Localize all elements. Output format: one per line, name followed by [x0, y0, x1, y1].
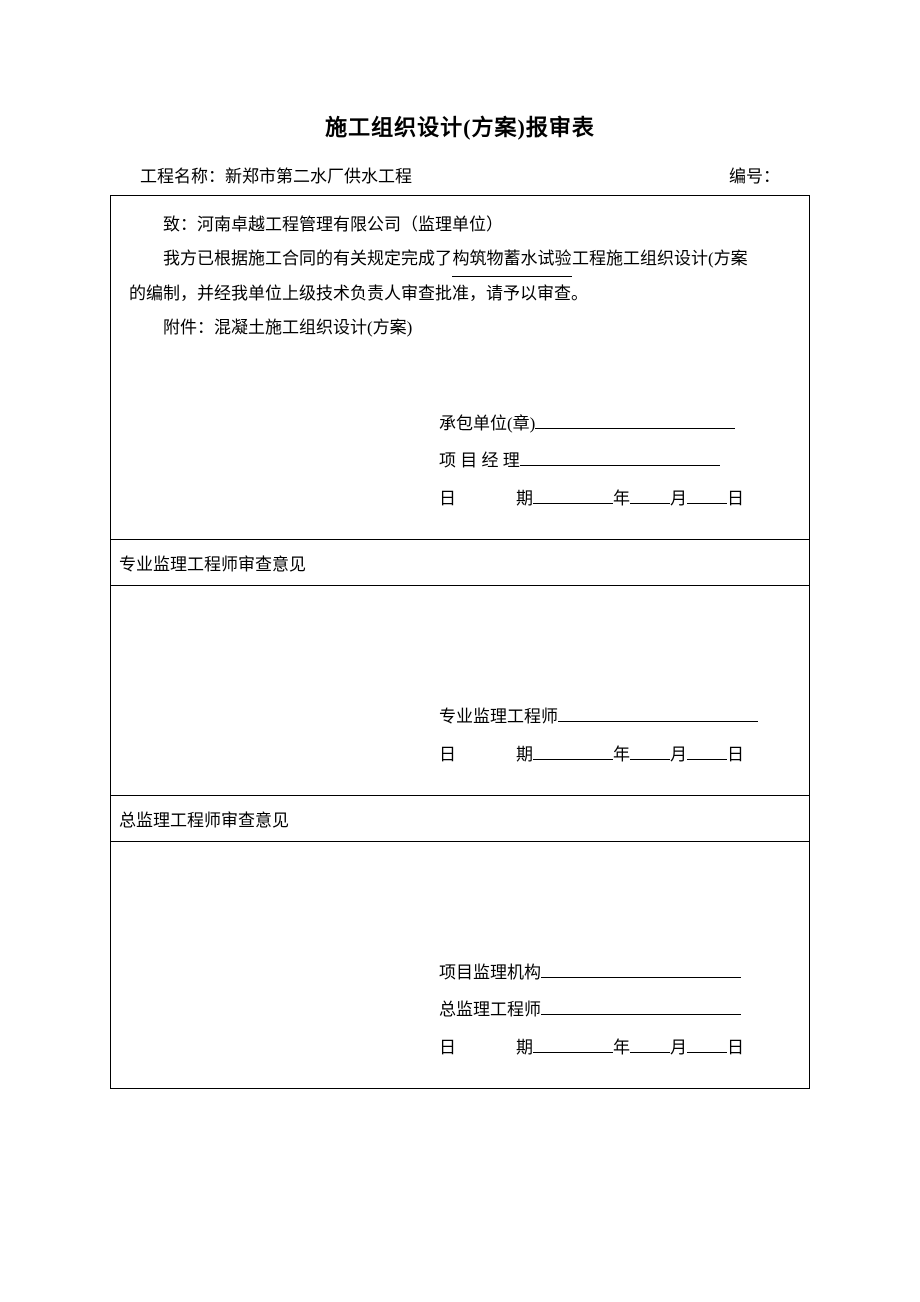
date-label2: 期	[516, 489, 533, 508]
month-label: 月	[670, 1038, 687, 1057]
header-row: 工程名称：新郑市第二水厂供水工程 编号：	[110, 162, 810, 195]
date-label: 日	[439, 1038, 456, 1057]
section1-row: 致：河南卓越工程管理有限公司（监理单位） 我方已根据施工合同的有关规定完成了 构…	[111, 196, 810, 540]
section2-header-row: 专业监理工程师审查意见	[111, 540, 810, 586]
body-suffix1: 工程施工组织设计(方案	[572, 249, 748, 268]
org-line: 项目监理机构	[439, 954, 791, 991]
manager-blank	[520, 465, 720, 466]
chief-label: 总监理工程师	[439, 991, 541, 1028]
manager-line: 项 目 经 理	[439, 442, 791, 479]
engineer-line: 专业监理工程师	[439, 698, 791, 735]
date-label2: 期	[516, 745, 533, 764]
to-line: 致：河南卓越工程管理有限公司（监理单位）	[129, 208, 791, 242]
org-label: 项目监理机构	[439, 954, 541, 991]
to-value: 河南卓越工程管理有限公司（监理单位）	[197, 215, 503, 234]
body-text2: 的编制，并经我单位上级技术负责人审查批准，请予以审查。	[129, 277, 791, 311]
year-blank	[533, 1052, 613, 1053]
manager-label: 项 目 经 理	[439, 442, 520, 479]
day-label: 日	[727, 745, 744, 764]
section2-header: 专业监理工程师审查意见	[111, 540, 809, 585]
date-label: 日	[439, 745, 456, 764]
day-blank	[687, 759, 727, 760]
section2-content: 专业监理工程师 日 期 年 月 日	[111, 586, 809, 795]
month-blank	[630, 1052, 670, 1053]
section2-sig-block: 专业监理工程师 日 期 年 月 日	[439, 698, 791, 773]
contractor-label: 承包单位(章)	[439, 405, 535, 442]
contractor-blank	[535, 428, 735, 429]
section2-body-row: 专业监理工程师 日 期 年 月 日	[111, 586, 810, 796]
section3-content: 项目监理机构 总监理工程师 日 期 年 月 日	[111, 842, 809, 1088]
body-prefix: 我方已根据施工合同的有关规定完成了	[163, 249, 452, 268]
date-line2: 日期年月日	[439, 736, 791, 773]
attachment-label: 附件：	[163, 318, 214, 337]
form-table: 致：河南卓越工程管理有限公司（监理单位） 我方已根据施工合同的有关规定完成了 构…	[110, 195, 810, 1089]
day-label: 日	[727, 1038, 744, 1057]
engineer-blank	[558, 721, 758, 722]
day-label: 日	[727, 489, 744, 508]
project-name: 工程名称：新郑市第二水厂供水工程	[140, 162, 412, 187]
project-value: 新郑市第二水厂供水工程	[225, 167, 412, 186]
chief-line: 总监理工程师	[439, 991, 791, 1028]
section3-body-row: 项目监理机构 总监理工程师 日 期 年 月 日	[111, 841, 810, 1088]
section3-header-row: 总监理工程师审查意见	[111, 795, 810, 841]
month-label: 月	[670, 745, 687, 764]
to-label: 致：	[163, 215, 197, 234]
day-blank	[687, 1052, 727, 1053]
project-label: 工程名称：	[140, 167, 225, 186]
section3-header: 总监理工程师审查意见	[111, 796, 809, 841]
day-blank	[687, 503, 727, 504]
month-blank	[630, 759, 670, 760]
number-label: 编号：	[729, 162, 780, 187]
date-line3: 日期年月日	[439, 1029, 791, 1066]
year-blank	[533, 503, 613, 504]
month-label: 月	[670, 489, 687, 508]
section1-sig-block: 承包单位(章) 项 目 经 理 日 期 年 月 日	[439, 405, 791, 517]
year-label: 年	[613, 745, 630, 764]
chief-blank	[541, 1014, 741, 1015]
year-blank	[533, 759, 613, 760]
date-label2: 期	[516, 1038, 533, 1057]
attachment-line: 附件：混凝土施工组织设计(方案)	[129, 311, 791, 345]
year-label: 年	[613, 489, 630, 508]
date-label: 日	[439, 489, 456, 508]
form-title: 施工组织设计(方案)报审表	[110, 110, 810, 142]
month-blank	[630, 503, 670, 504]
section3-sig-block: 项目监理机构 总监理工程师 日 期 年 月 日	[439, 954, 791, 1066]
year-label: 年	[613, 1038, 630, 1057]
attachment-value: 混凝土施工组织设计(方案)	[214, 318, 412, 337]
body-underline: 构筑物蓄水试验	[452, 242, 572, 277]
org-blank	[541, 977, 741, 978]
section1-content: 致：河南卓越工程管理有限公司（监理单位） 我方已根据施工合同的有关规定完成了 构…	[111, 196, 809, 539]
contractor-line: 承包单位(章)	[439, 405, 791, 442]
body-text: 我方已根据施工合同的有关规定完成了 构筑物蓄水试验 工程施工组织设计(方案	[129, 242, 791, 277]
date-line1: 日期年月日	[439, 480, 791, 517]
engineer-label: 专业监理工程师	[439, 698, 558, 735]
